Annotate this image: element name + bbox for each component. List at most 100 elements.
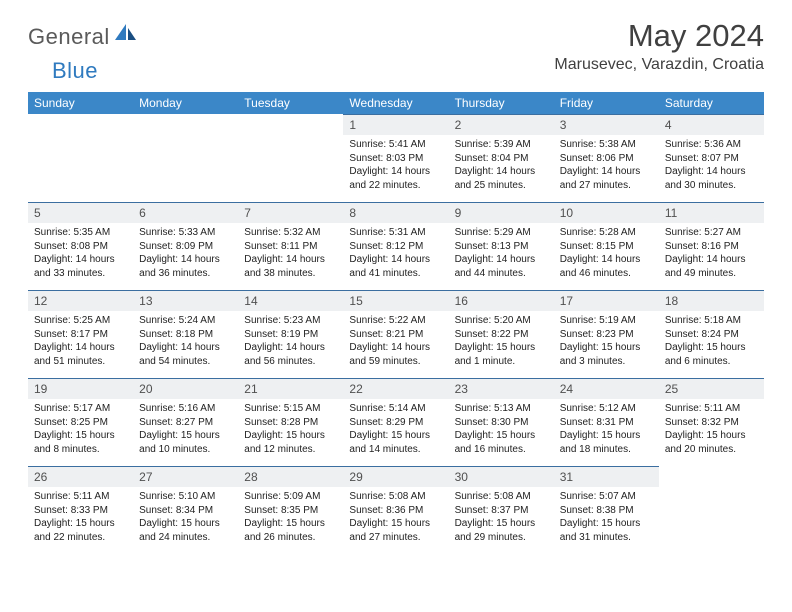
day-cell: 14Sunrise: 5:23 AMSunset: 8:19 PMDayligh… xyxy=(238,290,343,378)
calendar-page: General May 2024 Marusevec, Varazdin, Cr… xyxy=(0,0,792,564)
day-header-mon: Monday xyxy=(133,92,238,114)
day-number: 3 xyxy=(554,114,659,135)
day-cell: 16Sunrise: 5:20 AMSunset: 8:22 PMDayligh… xyxy=(449,290,554,378)
day-header-sat: Saturday xyxy=(659,92,764,114)
day-cell: 22Sunrise: 5:14 AMSunset: 8:29 PMDayligh… xyxy=(343,378,448,466)
day-info: Sunrise: 5:25 AMSunset: 8:17 PMDaylight:… xyxy=(28,311,133,372)
day-number: 26 xyxy=(28,466,133,487)
day-number: 14 xyxy=(238,290,343,311)
day-info: Sunrise: 5:11 AMSunset: 8:33 PMDaylight:… xyxy=(28,487,133,548)
brand-logo: General xyxy=(28,24,139,50)
day-cell: 2Sunrise: 5:39 AMSunset: 8:04 PMDaylight… xyxy=(449,114,554,202)
day-cell: 10Sunrise: 5:28 AMSunset: 8:15 PMDayligh… xyxy=(554,202,659,290)
day-cell: 23Sunrise: 5:13 AMSunset: 8:30 PMDayligh… xyxy=(449,378,554,466)
day-cell: . xyxy=(28,114,133,202)
day-cell: 26Sunrise: 5:11 AMSunset: 8:33 PMDayligh… xyxy=(28,466,133,554)
day-cell: 9Sunrise: 5:29 AMSunset: 8:13 PMDaylight… xyxy=(449,202,554,290)
day-info: Sunrise: 5:27 AMSunset: 8:16 PMDaylight:… xyxy=(659,223,764,284)
day-info: Sunrise: 5:14 AMSunset: 8:29 PMDaylight:… xyxy=(343,399,448,460)
day-header-fri: Friday xyxy=(554,92,659,114)
day-number: 2 xyxy=(449,114,554,135)
day-info: Sunrise: 5:09 AMSunset: 8:35 PMDaylight:… xyxy=(238,487,343,548)
day-number: 15 xyxy=(343,290,448,311)
day-info: Sunrise: 5:08 AMSunset: 8:36 PMDaylight:… xyxy=(343,487,448,548)
day-cell: 3Sunrise: 5:38 AMSunset: 8:06 PMDaylight… xyxy=(554,114,659,202)
day-cell: . xyxy=(238,114,343,202)
location-text: Marusevec, Varazdin, Croatia xyxy=(554,56,764,74)
day-number: 24 xyxy=(554,378,659,399)
day-info: Sunrise: 5:38 AMSunset: 8:06 PMDaylight:… xyxy=(554,135,659,196)
day-cell: 17Sunrise: 5:19 AMSunset: 8:23 PMDayligh… xyxy=(554,290,659,378)
day-cell: 21Sunrise: 5:15 AMSunset: 8:28 PMDayligh… xyxy=(238,378,343,466)
day-number: 23 xyxy=(449,378,554,399)
day-number: 12 xyxy=(28,290,133,311)
day-number: 6 xyxy=(133,202,238,223)
day-info: Sunrise: 5:36 AMSunset: 8:07 PMDaylight:… xyxy=(659,135,764,196)
day-header-tue: Tuesday xyxy=(238,92,343,114)
day-number: 13 xyxy=(133,290,238,311)
day-cell: 5Sunrise: 5:35 AMSunset: 8:08 PMDaylight… xyxy=(28,202,133,290)
week-row: 12Sunrise: 5:25 AMSunset: 8:17 PMDayligh… xyxy=(28,290,764,378)
day-number: 17 xyxy=(554,290,659,311)
day-cell: 11Sunrise: 5:27 AMSunset: 8:16 PMDayligh… xyxy=(659,202,764,290)
calendar-body: . . . 1Sunrise: 5:41 AMSunset: 8:03 PMDa… xyxy=(28,114,764,554)
day-cell: 18Sunrise: 5:18 AMSunset: 8:24 PMDayligh… xyxy=(659,290,764,378)
brand-sail-icon xyxy=(115,24,137,47)
day-number: 19 xyxy=(28,378,133,399)
day-cell: 7Sunrise: 5:32 AMSunset: 8:11 PMDaylight… xyxy=(238,202,343,290)
day-cell: 25Sunrise: 5:11 AMSunset: 8:32 PMDayligh… xyxy=(659,378,764,466)
day-info: Sunrise: 5:39 AMSunset: 8:04 PMDaylight:… xyxy=(449,135,554,196)
day-cell: 24Sunrise: 5:12 AMSunset: 8:31 PMDayligh… xyxy=(554,378,659,466)
week-row: . . . 1Sunrise: 5:41 AMSunset: 8:03 PMDa… xyxy=(28,114,764,202)
day-number: 4 xyxy=(659,114,764,135)
day-info: Sunrise: 5:17 AMSunset: 8:25 PMDaylight:… xyxy=(28,399,133,460)
day-number: 21 xyxy=(238,378,343,399)
day-number: 27 xyxy=(133,466,238,487)
day-info: Sunrise: 5:18 AMSunset: 8:24 PMDaylight:… xyxy=(659,311,764,372)
day-info: Sunrise: 5:07 AMSunset: 8:38 PMDaylight:… xyxy=(554,487,659,548)
day-number: 1 xyxy=(343,114,448,135)
day-number: 22 xyxy=(343,378,448,399)
week-row: 5Sunrise: 5:35 AMSunset: 8:08 PMDaylight… xyxy=(28,202,764,290)
calendar-table: Sunday Monday Tuesday Wednesday Thursday… xyxy=(28,92,764,554)
day-number: 29 xyxy=(343,466,448,487)
day-cell: 30Sunrise: 5:08 AMSunset: 8:37 PMDayligh… xyxy=(449,466,554,554)
day-info: Sunrise: 5:12 AMSunset: 8:31 PMDaylight:… xyxy=(554,399,659,460)
brand-part2: Blue xyxy=(52,58,98,84)
day-info: Sunrise: 5:32 AMSunset: 8:11 PMDaylight:… xyxy=(238,223,343,284)
day-cell: 29Sunrise: 5:08 AMSunset: 8:36 PMDayligh… xyxy=(343,466,448,554)
day-info: Sunrise: 5:41 AMSunset: 8:03 PMDaylight:… xyxy=(343,135,448,196)
week-row: 26Sunrise: 5:11 AMSunset: 8:33 PMDayligh… xyxy=(28,466,764,554)
week-row: 19Sunrise: 5:17 AMSunset: 8:25 PMDayligh… xyxy=(28,378,764,466)
day-cell: 19Sunrise: 5:17 AMSunset: 8:25 PMDayligh… xyxy=(28,378,133,466)
day-cell: 31Sunrise: 5:07 AMSunset: 8:38 PMDayligh… xyxy=(554,466,659,554)
day-info: Sunrise: 5:23 AMSunset: 8:19 PMDaylight:… xyxy=(238,311,343,372)
day-cell: . xyxy=(133,114,238,202)
day-header-wed: Wednesday xyxy=(343,92,448,114)
day-info: Sunrise: 5:28 AMSunset: 8:15 PMDaylight:… xyxy=(554,223,659,284)
day-info: Sunrise: 5:20 AMSunset: 8:22 PMDaylight:… xyxy=(449,311,554,372)
day-number: 9 xyxy=(449,202,554,223)
day-cell: 20Sunrise: 5:16 AMSunset: 8:27 PMDayligh… xyxy=(133,378,238,466)
day-cell: 13Sunrise: 5:24 AMSunset: 8:18 PMDayligh… xyxy=(133,290,238,378)
day-number: 30 xyxy=(449,466,554,487)
day-cell: 12Sunrise: 5:25 AMSunset: 8:17 PMDayligh… xyxy=(28,290,133,378)
day-cell: . xyxy=(659,466,764,554)
day-info: Sunrise: 5:29 AMSunset: 8:13 PMDaylight:… xyxy=(449,223,554,284)
day-cell: 15Sunrise: 5:22 AMSunset: 8:21 PMDayligh… xyxy=(343,290,448,378)
day-number: 5 xyxy=(28,202,133,223)
day-cell: 27Sunrise: 5:10 AMSunset: 8:34 PMDayligh… xyxy=(133,466,238,554)
day-number: 10 xyxy=(554,202,659,223)
title-block: May 2024 Marusevec, Varazdin, Croatia xyxy=(554,18,764,74)
day-info: Sunrise: 5:11 AMSunset: 8:32 PMDaylight:… xyxy=(659,399,764,460)
day-info: Sunrise: 5:10 AMSunset: 8:34 PMDaylight:… xyxy=(133,487,238,548)
day-number: 8 xyxy=(343,202,448,223)
day-cell: 6Sunrise: 5:33 AMSunset: 8:09 PMDaylight… xyxy=(133,202,238,290)
day-info: Sunrise: 5:33 AMSunset: 8:09 PMDaylight:… xyxy=(133,223,238,284)
day-cell: 4Sunrise: 5:36 AMSunset: 8:07 PMDaylight… xyxy=(659,114,764,202)
day-cell: 28Sunrise: 5:09 AMSunset: 8:35 PMDayligh… xyxy=(238,466,343,554)
day-number: 18 xyxy=(659,290,764,311)
day-number: 25 xyxy=(659,378,764,399)
day-header-sun: Sunday xyxy=(28,92,133,114)
day-cell: 8Sunrise: 5:31 AMSunset: 8:12 PMDaylight… xyxy=(343,202,448,290)
